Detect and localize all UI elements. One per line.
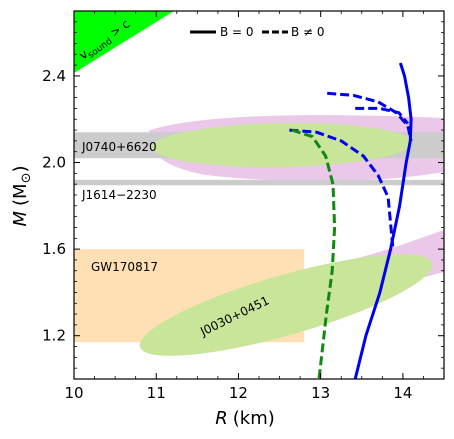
annotation-j0740: J0740+6620: [81, 140, 157, 154]
annotation-gw170817: GW170817: [91, 260, 158, 274]
legend-label-b0: B = 0: [220, 25, 254, 39]
y-tick-label: 2.0: [42, 154, 66, 172]
nicer-green-ellipse-lower: [139, 254, 433, 356]
x-tick-label: 13: [311, 384, 330, 402]
y-axis-close: ): [10, 165, 31, 172]
y-axis-sun: ⊙: [19, 173, 34, 184]
ticks-group: 10 11 12 13 14 1.2 1.6 2.0 2.4: [42, 10, 445, 402]
x-axis-title: R (km): [215, 408, 275, 429]
series-curve-0: [353, 62, 413, 379]
series-curve-1: [327, 91, 413, 142]
series-curve-2: [355, 106, 409, 125]
y-tick-label: 1.6: [42, 240, 66, 258]
nicer-green-ellipse-upper: [152, 122, 412, 168]
x-axis-unit: (km): [233, 408, 275, 429]
x-tick-label: 14: [393, 384, 412, 402]
legend: B = 0 B ≠ 0: [190, 25, 325, 39]
x-tick-label: 10: [64, 384, 83, 402]
legend-label-bneq0: B ≠ 0: [291, 25, 325, 39]
curves-group: [289, 62, 413, 379]
x-tick-label: 12: [229, 384, 248, 402]
series-curve-4: [291, 128, 337, 379]
annotation-j1614: J1614−2230: [81, 188, 157, 202]
x-axis-var: R: [215, 408, 228, 429]
y-axis-var: M: [10, 211, 31, 227]
series-curve-3: [289, 128, 395, 250]
causality-region: [74, 11, 174, 73]
shaded-regions: [74, 11, 444, 356]
pulsar-band-j1614: [74, 179, 444, 186]
y-tick-label: 2.4: [42, 67, 66, 85]
y-axis-unit: (M: [10, 183, 31, 206]
x-tick-label: 11: [147, 384, 166, 402]
y-tick-label: 1.2: [42, 327, 66, 345]
y-axis-title: M (M⊙): [10, 165, 34, 226]
